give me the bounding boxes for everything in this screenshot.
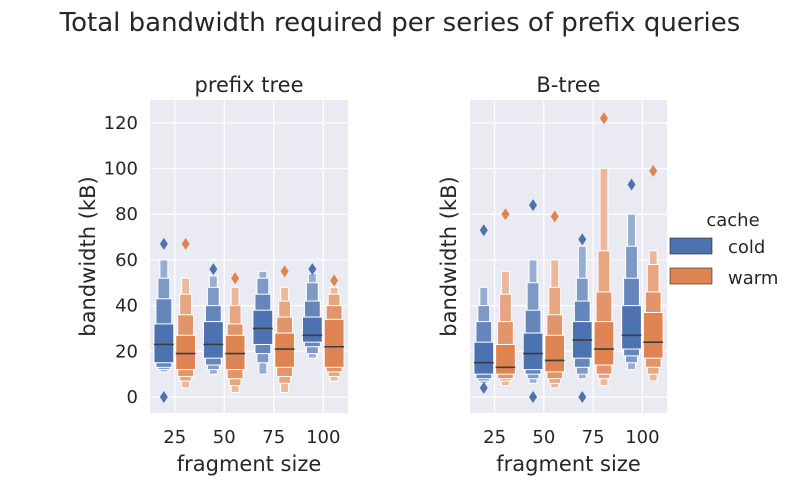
y-tick-label: 100 (104, 159, 138, 180)
x-tick-label: 100 (625, 427, 659, 448)
panel-title: prefix tree (195, 73, 304, 97)
box-level-warm-25 (495, 343, 516, 375)
y-tick-label: 20 (115, 341, 138, 362)
legend-title: cache (706, 210, 759, 231)
y-tick-label: 60 (115, 250, 138, 271)
box-level-warm-100 (323, 318, 345, 368)
outlier-point (181, 237, 190, 250)
x-tick-label: 75 (582, 427, 605, 448)
outlier-point (578, 233, 587, 246)
y-axis-label: bandwidth (kB) (437, 176, 461, 336)
outlier-point (231, 272, 240, 285)
legend-label-warm: warm (728, 268, 778, 289)
outlier-point (159, 237, 168, 250)
y-tick-label: 120 (104, 113, 138, 134)
box-level-warm-25 (175, 334, 197, 371)
box-level-cold-50 (522, 332, 544, 371)
outlier-point (308, 263, 317, 276)
x-tick-label: 50 (532, 427, 555, 448)
outlier-point (159, 391, 168, 404)
outlier-point (209, 263, 218, 276)
panel-title: B-tree (536, 73, 600, 97)
x-tick-label: 25 (163, 427, 186, 448)
outlier-point (501, 208, 510, 221)
legend-label-cold: cold (728, 237, 765, 258)
box-level-cold-50 (202, 321, 224, 359)
box-level-cold-25 (153, 323, 175, 364)
outlier-point (479, 224, 488, 237)
box-level-warm-50 (544, 334, 566, 373)
legend-swatch-cold (669, 237, 713, 255)
outlier-point (649, 164, 658, 177)
y-tick-label: 0 (127, 387, 138, 408)
x-tick-label: 25 (483, 427, 506, 448)
y-axis-label: bandwidth (kB) (76, 176, 100, 336)
outlier-point (578, 391, 587, 404)
panel-b-tree: 25 50 75 100 B-tree fragment size bandwidth (k… (437, 73, 667, 476)
legend-swatch-warm (669, 267, 713, 285)
x-axis-label: fragment size (177, 452, 322, 476)
box-level-warm-75 (593, 321, 615, 366)
outlier-point (529, 199, 538, 212)
x-tick-label: 75 (262, 427, 285, 448)
y-tick-label: 80 (115, 204, 138, 225)
outlier-point (529, 391, 538, 404)
box-level-cold-100 (301, 316, 323, 343)
box-level-cold-75 (252, 309, 274, 345)
box-level-warm-50 (224, 334, 246, 371)
legend: cache cold warm (669, 210, 778, 289)
outlier-point (479, 381, 488, 394)
figure-title: Total bandwidth required per series of p… (59, 8, 741, 38)
box-level-cold-25 (473, 341, 495, 375)
panel-prefix-tree: 0 20 40 60 80 100 120 25 50 75 100 prefix tree fragm… (76, 73, 348, 476)
x-axis-label: fragment size (496, 452, 641, 476)
x-tick-label: 50 (213, 427, 236, 448)
box-level-warm-75 (274, 332, 296, 368)
outlier-point (550, 210, 559, 223)
outlier-point (627, 178, 636, 191)
outlier-point (280, 265, 289, 278)
outlier-point (330, 274, 339, 287)
box-level-warm-100 (642, 311, 664, 359)
y-tick-label: 40 (115, 296, 138, 317)
box-level-cold-100 (621, 305, 642, 350)
outlier-point (599, 112, 608, 125)
x-tick-label: 100 (306, 427, 340, 448)
